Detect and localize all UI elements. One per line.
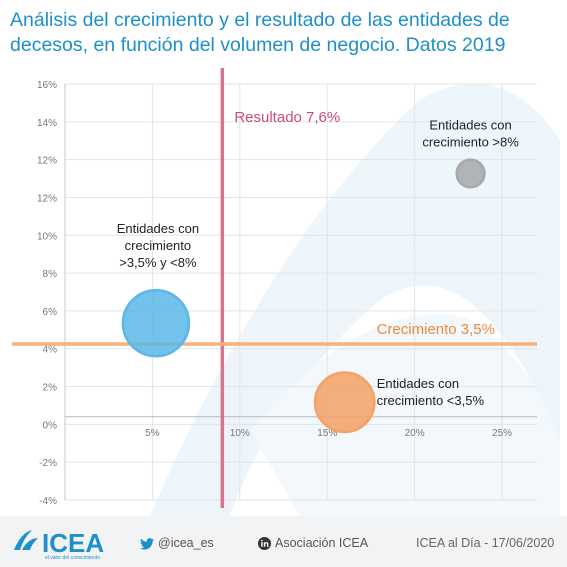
bubble-label: crecimiento (125, 238, 191, 253)
y-tick-label: 10% (37, 231, 57, 242)
bubble-label: >3,5% y <8% (119, 255, 197, 270)
bubble-label: Entidades con (117, 221, 199, 236)
twitter-icon (140, 537, 154, 550)
linkedin-name: Asociación ICEA (275, 536, 369, 550)
icea-logo-icon (14, 530, 38, 550)
y-tick-label: 4% (43, 345, 58, 356)
chart-title: Análisis del crecimiento y el resultado … (10, 8, 558, 58)
grid (65, 83, 537, 501)
publication-date: ICEA al Día - 17/06/2020 (416, 536, 555, 550)
icea-logo-tagline: el valor del conocimiento (45, 555, 101, 561)
x-tick-label: 20% (405, 428, 425, 439)
reference-label-resultado: Resultado 7,6% (234, 109, 340, 126)
linkedin-link[interactable]: Asociación ICEA (258, 536, 369, 551)
linkedin-icon (258, 537, 271, 551)
bubble-point (313, 371, 376, 434)
chart-title-line-2: decesos, en función del volumen de negoc… (10, 34, 506, 56)
x-tick-label: 5% (145, 428, 160, 439)
bubble-point (455, 158, 486, 189)
bubble-point (121, 288, 191, 358)
chart-title-line-1: Análisis del crecimiento y el resultado … (10, 9, 510, 31)
x-tick-label: 10% (230, 428, 250, 439)
bubble-label: crecimiento <3,5% (377, 393, 485, 408)
reference-label-crecimiento: Crecimiento 3,5% (377, 321, 495, 338)
bubble-label: Entidades con (377, 376, 459, 391)
axes: 16% 14% 12% 12% 10% 8% 6% 4% 2% 0% -2% -4% 5% 10% 15% 2… (37, 80, 537, 507)
x-tick-label: 25% (492, 428, 512, 439)
twitter-link[interactable]: @icea_es (140, 536, 214, 550)
y-tick-label: -2% (39, 458, 57, 469)
icea-logo[interactable]: ICEA el valor del conocimiento (12, 528, 104, 561)
twitter-handle: @icea_es (158, 536, 214, 550)
y-tick-label: 12% (37, 156, 57, 167)
y-tick-label: 8% (43, 269, 58, 280)
footer-bar: ICEA el valor del conocimiento @icea_es … (0, 516, 567, 567)
y-tick-label: 2% (43, 383, 58, 394)
bubble-chart: 16% 14% 12% 12% 10% 8% 6% 4% 2% 0% -2% -4% 5% 10% 15% 2… (12, 68, 560, 516)
reference-lines: Resultado 7,6% Crecimiento 3,5% (12, 68, 537, 508)
y-tick-label: -4% (39, 496, 57, 507)
bubble-label: crecimiento >8% (422, 134, 519, 149)
y-tick-label: 16% (37, 80, 57, 91)
y-tick-label: 0% (43, 420, 58, 431)
icea-logo-text: ICEA (42, 528, 105, 558)
y-tick-label: 12% (37, 193, 57, 204)
bubble-label: Entidades con (429, 117, 511, 132)
y-tick-label: 14% (37, 118, 57, 129)
bubbles: Entidades con crecimiento >3,5% y <8% Entid… (117, 117, 519, 434)
y-tick-label: 6% (43, 307, 58, 318)
x-tick-label: 15% (317, 428, 337, 439)
